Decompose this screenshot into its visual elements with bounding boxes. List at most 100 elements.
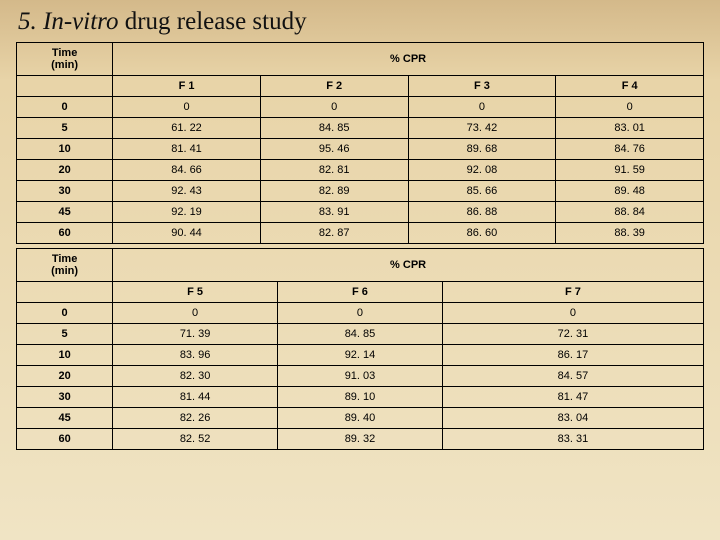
t2-cell-6-1: 89. 32 — [278, 429, 443, 450]
t1-blank-corner — [17, 76, 113, 97]
t1-cell-3-3: 91. 59 — [556, 160, 704, 181]
t1-cell-1-0: 61. 22 — [113, 118, 261, 139]
t2-body: 0000571. 3984. 8572. 311083. 9692. 1486.… — [17, 303, 704, 450]
t2-cell-0-2: 0 — [442, 303, 703, 324]
t1-time-4: 30 — [17, 181, 113, 202]
t2-col-2: F 7 — [442, 282, 703, 303]
t1-cell-3-0: 84. 66 — [113, 160, 261, 181]
t2-row-header: Time(min) — [17, 249, 113, 282]
t1-cell-0-3: 0 — [556, 97, 704, 118]
table-2: Time(min)% CPRF 5F 6F 7 0000571. 3984. 8… — [16, 248, 704, 450]
t1-cell-1-1: 84. 85 — [260, 118, 408, 139]
t2-head: Time(min)% CPRF 5F 6F 7 — [17, 249, 704, 303]
t1-cell-2-0: 81. 41 — [113, 139, 261, 160]
t1-cell-4-3: 89. 48 — [556, 181, 704, 202]
table-row: 3081. 4489. 1081. 47 — [17, 387, 704, 408]
t1-cell-4-0: 92. 43 — [113, 181, 261, 202]
t2-cell-5-0: 82. 26 — [113, 408, 278, 429]
t1-cell-3-2: 92. 08 — [408, 160, 556, 181]
t1-cell-2-3: 84. 76 — [556, 139, 704, 160]
table-row: 4592. 1983. 9186. 8888. 84 — [17, 202, 704, 223]
t1-cell-3-1: 82. 81 — [260, 160, 408, 181]
t1-time-5: 45 — [17, 202, 113, 223]
t1-cell-6-2: 86. 60 — [408, 223, 556, 244]
t1-col-2: F 3 — [408, 76, 556, 97]
t1-group-header: % CPR — [113, 43, 704, 76]
table-row: 0000 — [17, 303, 704, 324]
t2-cell-4-1: 89. 10 — [278, 387, 443, 408]
table-1: Time(min)% CPRF 1F 2F 3F 4 00000561. 228… — [16, 42, 704, 244]
t2-group-header: % CPR — [113, 249, 704, 282]
t2-time-0: 0 — [17, 303, 113, 324]
slide-title: 5. In-vitro drug release study — [18, 8, 704, 36]
t1-body: 00000561. 2284. 8573. 4283. 011081. 4195… — [17, 97, 704, 244]
t2-cell-6-0: 82. 52 — [113, 429, 278, 450]
t1-col-1: F 2 — [260, 76, 408, 97]
table-row: 1081. 4195. 4689. 6884. 76 — [17, 139, 704, 160]
t1-cell-2-1: 95. 46 — [260, 139, 408, 160]
t1-cell-5-3: 88. 84 — [556, 202, 704, 223]
t2-cell-0-0: 0 — [113, 303, 278, 324]
t2-cell-1-2: 72. 31 — [442, 324, 703, 345]
t1-col-0: F 1 — [113, 76, 261, 97]
table-row: 4582. 2689. 4083. 04 — [17, 408, 704, 429]
t1-time-6: 60 — [17, 223, 113, 244]
t1-cell-6-3: 88. 39 — [556, 223, 704, 244]
t2-cell-1-0: 71. 39 — [113, 324, 278, 345]
t2-cell-4-2: 81. 47 — [442, 387, 703, 408]
t1-cell-5-2: 86. 88 — [408, 202, 556, 223]
table-row: 2082. 3091. 0384. 57 — [17, 366, 704, 387]
t1-cell-2-2: 89. 68 — [408, 139, 556, 160]
t2-col-0: F 5 — [113, 282, 278, 303]
t2-blank-corner — [17, 282, 113, 303]
t2-cell-0-1: 0 — [278, 303, 443, 324]
t2-time-4: 30 — [17, 387, 113, 408]
t1-cell-1-2: 73. 42 — [408, 118, 556, 139]
t2-cell-2-1: 92. 14 — [278, 345, 443, 366]
t2-cell-6-2: 83. 31 — [442, 429, 703, 450]
t1-cell-4-2: 85. 66 — [408, 181, 556, 202]
t2-cell-1-1: 84. 85 — [278, 324, 443, 345]
t1-cell-6-0: 90. 44 — [113, 223, 261, 244]
table-row: 00000 — [17, 97, 704, 118]
t2-time-1: 5 — [17, 324, 113, 345]
title-lead: 5. In-vitro — [18, 8, 118, 35]
t2-time-5: 45 — [17, 408, 113, 429]
t2-cell-4-0: 81. 44 — [113, 387, 278, 408]
table-row: 2084. 6682. 8192. 0891. 59 — [17, 160, 704, 181]
t1-time-0: 0 — [17, 97, 113, 118]
slide: 5. In-vitro drug release study Time(min)… — [0, 0, 720, 540]
t2-time-6: 60 — [17, 429, 113, 450]
t2-cell-3-2: 84. 57 — [442, 366, 703, 387]
t2-cell-3-1: 91. 03 — [278, 366, 443, 387]
t2-cell-5-1: 89. 40 — [278, 408, 443, 429]
table-row: 6090. 4482. 8786. 6088. 39 — [17, 223, 704, 244]
t2-cell-5-2: 83. 04 — [442, 408, 703, 429]
title-rest: drug release study — [118, 8, 306, 35]
t1-time-3: 20 — [17, 160, 113, 181]
t1-cell-0-2: 0 — [408, 97, 556, 118]
t1-cell-1-3: 83. 01 — [556, 118, 704, 139]
t1-cell-4-1: 82. 89 — [260, 181, 408, 202]
t1-cell-5-0: 92. 19 — [113, 202, 261, 223]
table-row: 3092. 4382. 8985. 6689. 48 — [17, 181, 704, 202]
t2-time-2: 10 — [17, 345, 113, 366]
t1-cell-0-0: 0 — [113, 97, 261, 118]
t2-cell-3-0: 82. 30 — [113, 366, 278, 387]
t2-cell-2-0: 83. 96 — [113, 345, 278, 366]
t1-cell-5-1: 83. 91 — [260, 202, 408, 223]
table-row: 561. 2284. 8573. 4283. 01 — [17, 118, 704, 139]
t2-time-3: 20 — [17, 366, 113, 387]
table-row: 6082. 5289. 3283. 31 — [17, 429, 704, 450]
table-row: 571. 3984. 8572. 31 — [17, 324, 704, 345]
t1-time-2: 10 — [17, 139, 113, 160]
t1-cell-6-1: 82. 87 — [260, 223, 408, 244]
t1-row-header: Time(min) — [17, 43, 113, 76]
table-row: 1083. 9692. 1486. 17 — [17, 345, 704, 366]
t1-cell-0-1: 0 — [260, 97, 408, 118]
t1-col-3: F 4 — [556, 76, 704, 97]
t1-head: Time(min)% CPRF 1F 2F 3F 4 — [17, 43, 704, 97]
t2-cell-2-2: 86. 17 — [442, 345, 703, 366]
t1-time-1: 5 — [17, 118, 113, 139]
t2-col-1: F 6 — [278, 282, 443, 303]
